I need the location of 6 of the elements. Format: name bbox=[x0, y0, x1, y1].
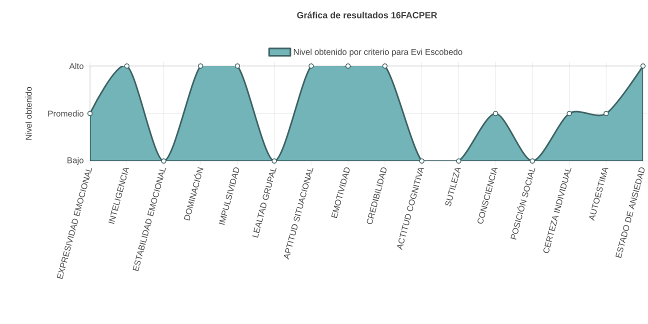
chart-title: Gráfica de resultados 16FACPER bbox=[297, 12, 438, 18]
legend-label: Nivel obtenido por criterio para Evi Escobedo bbox=[294, 48, 462, 57]
text: Promedio bbox=[48, 110, 84, 117]
text: Alto bbox=[69, 62, 84, 70]
text: Bajo bbox=[68, 157, 84, 165]
y-axis-title: Nivel obtenido bbox=[25, 87, 32, 140]
